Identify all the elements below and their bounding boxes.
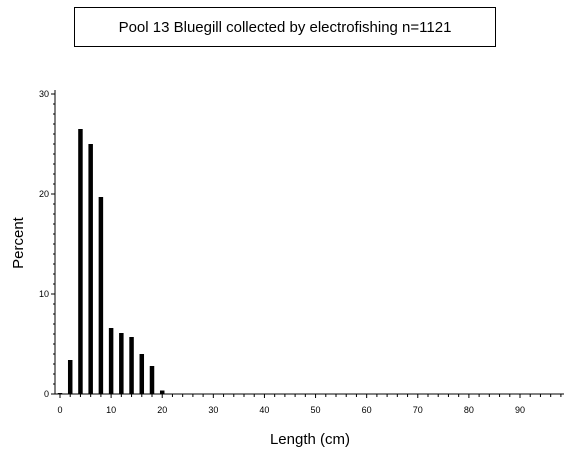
y-tick-label: 30	[39, 89, 49, 99]
y-tick-label: 20	[39, 189, 49, 199]
bar	[98, 197, 104, 394]
x-tick-label: 0	[57, 405, 62, 415]
chart-title-box: Pool 13 Bluegill collected by electrofis…	[74, 7, 496, 47]
bars	[57, 129, 175, 395]
x-tick-label: 20	[157, 405, 167, 415]
bar	[149, 366, 155, 394]
bar	[129, 337, 134, 394]
y-axis-title: Percent	[10, 216, 27, 269]
bar	[108, 328, 114, 394]
x-tick-label: 30	[208, 405, 218, 415]
x-tick-label: 70	[413, 405, 423, 415]
bar	[67, 360, 73, 394]
y-tick-label: 10	[39, 289, 49, 299]
bar	[57, 393, 63, 394]
x-tick-label: 60	[362, 405, 372, 415]
bar	[78, 129, 83, 394]
x-tick-label: 10	[106, 405, 116, 415]
bar	[119, 333, 124, 394]
x-axis-title: Length (cm)	[270, 431, 350, 448]
bar	[170, 393, 175, 395]
chart-title: Pool 13 Bluegill collected by electrofis…	[118, 19, 452, 36]
bar	[159, 390, 165, 394]
bar	[139, 354, 145, 394]
x-tick-label: 80	[464, 405, 474, 415]
bar	[88, 144, 93, 394]
axes: 0 10 20 30 0 10 20 30 40 50 60 70 80 90	[39, 89, 564, 415]
x-tick-label: 40	[259, 405, 269, 415]
x-tick-label: 50	[311, 405, 321, 415]
x-tick-label: 90	[515, 405, 525, 415]
y-tick-label: 0	[44, 389, 49, 399]
